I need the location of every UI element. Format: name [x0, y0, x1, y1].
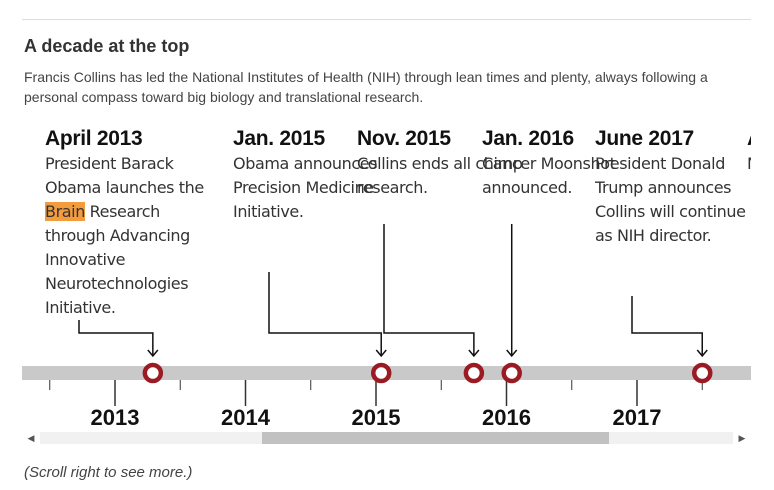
page-title: A decade at the top	[24, 36, 190, 56]
timeline-event: April 2013 President Barack Obama launche…	[45, 126, 215, 320]
event-date: Nov. 2015	[357, 127, 451, 150]
arrow-head-icon	[468, 349, 480, 358]
event-text: Obama announces Precision Medicine Initi…	[233, 154, 378, 221]
connector-line	[383, 224, 475, 356]
event-date: April 2013	[45, 127, 143, 150]
timeline-event: Jan. 2016 Cancer Moonshot announced.	[482, 126, 652, 200]
highlighted-term: Brain	[45, 202, 85, 221]
top-divider	[22, 19, 751, 20]
event-text: Research through Advancing Innovative Ne…	[45, 202, 190, 317]
event-date: Jan. 2016	[482, 127, 574, 150]
scroll-hint: (Scroll right to see more.)	[24, 464, 193, 481]
timeline-event: Nov. 2015 Collins ends all chimp research…	[357, 126, 527, 200]
arrow-head-icon	[506, 349, 518, 358]
event-description: President Donald Trump announces Collins…	[595, 152, 751, 248]
timeline-event: A N i a i	[747, 126, 751, 176]
connector-line	[268, 272, 382, 356]
event-text: President Donald Trump announces Collins…	[595, 154, 746, 245]
timeline-event: June 2017 President Donald Trump announce…	[595, 126, 751, 248]
event-description: Obama announces Precision Medicine Initi…	[233, 152, 403, 224]
event-description: Collins ends all chimp research.	[357, 152, 527, 200]
scrollbar-thumb[interactable]	[262, 432, 609, 444]
event-marker[interactable]	[501, 362, 522, 384]
event-description: President Barack Obama launches the Brai…	[45, 152, 215, 320]
event-text: Cancer Moonshot announced.	[482, 154, 616, 197]
event-date: June 2017	[595, 127, 694, 150]
connector-line	[631, 296, 703, 356]
event-text: N i a i	[747, 154, 751, 173]
event-marker[interactable]	[692, 362, 713, 384]
event-markers	[142, 362, 713, 384]
arrow-head-icon	[147, 349, 159, 358]
scroll-right-arrow[interactable]: ▶	[738, 433, 746, 443]
event-text: Collins ends all chimp research.	[357, 154, 523, 197]
year-label: 2015	[352, 405, 401, 430]
year-label: 2017	[613, 405, 662, 430]
year-labels: 201320142015201620172	[91, 405, 662, 430]
connector-line	[78, 320, 154, 356]
arrow-head-icon	[375, 349, 387, 358]
arrow-head-icon	[696, 349, 708, 358]
event-marker[interactable]	[370, 362, 392, 384]
event-date: A	[747, 126, 751, 152]
timeline-event: Jan. 2015 Obama announces Precision Medic…	[233, 126, 403, 224]
timeline-graphic: 201320142015201620172	[22, 224, 751, 430]
event-text: President Barack Obama launches the	[45, 154, 204, 197]
year-ticks	[49, 380, 703, 406]
year-label: 2016	[482, 405, 531, 430]
year-label: 2014	[221, 405, 271, 430]
scroll-left-arrow[interactable]: ◀	[27, 433, 35, 443]
event-description: N i a i	[747, 152, 751, 176]
page-subtitle: Francis Collins has led the National Ins…	[24, 69, 708, 105]
horizontal-scrollbar[interactable]	[40, 432, 733, 444]
year-label: 2013	[91, 405, 140, 430]
event-marker[interactable]	[463, 362, 485, 384]
event-description: Cancer Moonshot announced.	[482, 152, 652, 200]
connector-lines	[78, 224, 708, 358]
event-marker[interactable]	[142, 362, 164, 384]
event-date: Jan. 2015	[233, 127, 325, 150]
timeline-viewport[interactable]: 201320142015201620172 April 2013Presiden…	[22, 120, 751, 445]
